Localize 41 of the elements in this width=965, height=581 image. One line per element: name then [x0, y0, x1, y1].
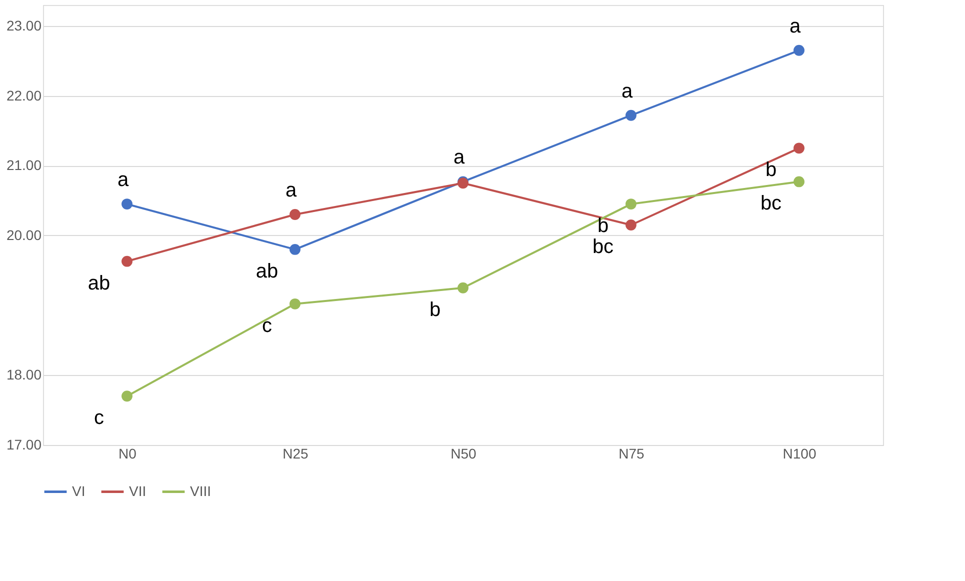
annotation: b [765, 159, 777, 182]
point [290, 298, 300, 310]
point [626, 220, 636, 230]
point [290, 209, 300, 220]
x-tick-label: N50 [450, 446, 477, 462]
x-tick-label: N75 [618, 446, 645, 462]
annotation: a [621, 80, 634, 102]
annotation: b [429, 298, 441, 321]
annotation: a [453, 146, 466, 169]
annotation: ab [88, 272, 110, 294]
annotation: c [94, 407, 104, 430]
point [794, 142, 804, 154]
y-tick-label: 17.00 [6, 436, 42, 452]
legend-label: VII [129, 482, 146, 499]
y-tick-label: 18.00 [6, 366, 42, 383]
y-tick-label: 23.00 [6, 17, 42, 34]
point [626, 110, 636, 121]
annotation: c [262, 314, 272, 337]
x-tick-label: N25 [282, 446, 309, 462]
y-tick-label: 21.00 [6, 157, 42, 174]
annotation: a [117, 169, 130, 192]
point [626, 198, 636, 210]
point [290, 244, 300, 255]
point [122, 390, 132, 402]
annotation: bc [760, 192, 782, 215]
point [122, 256, 132, 267]
annotation: bc [592, 236, 614, 258]
x-tick-label: N0 [118, 446, 137, 462]
annotation: b [597, 215, 609, 238]
point [794, 176, 804, 188]
annotation: ab [256, 260, 278, 282]
annotation: a [285, 180, 298, 202]
x-tick-label: N100 [782, 446, 816, 462]
annotation: a [789, 15, 802, 38]
legend-label: VIII [190, 482, 212, 499]
y-tick-label: 20.00 [6, 226, 42, 243]
point [458, 282, 468, 294]
point [122, 198, 132, 210]
legend-label: VI [72, 482, 86, 499]
point [794, 44, 804, 56]
y-tick-label: 22.00 [6, 87, 42, 104]
